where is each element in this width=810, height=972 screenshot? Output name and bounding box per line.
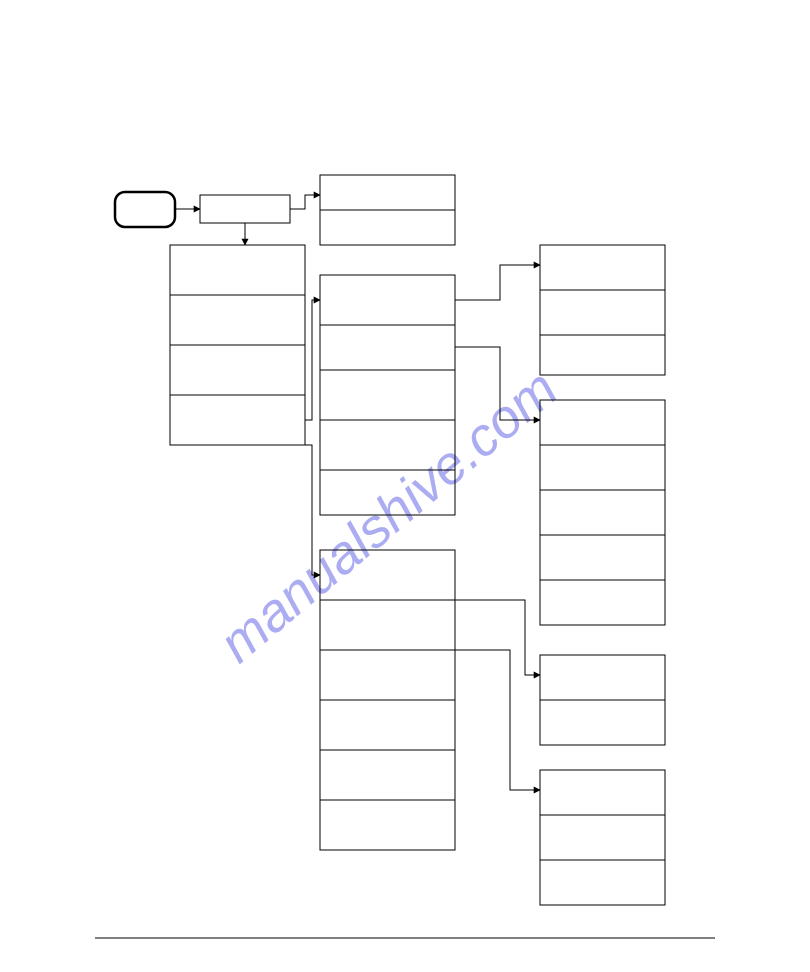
col4-d bbox=[540, 770, 665, 905]
col4-b-cell bbox=[540, 490, 665, 535]
col4-a-cell bbox=[540, 335, 665, 375]
col3-mid-cell bbox=[320, 325, 455, 370]
col4-d-cell bbox=[540, 770, 665, 815]
col4-b-cell bbox=[540, 535, 665, 580]
col2-cell bbox=[170, 345, 305, 395]
col2 bbox=[170, 245, 305, 445]
edge bbox=[290, 195, 320, 209]
col3-bot-cell bbox=[320, 700, 455, 750]
col3-mid-cell bbox=[320, 275, 455, 325]
col3-bot-cell bbox=[320, 750, 455, 800]
col4-b-cell bbox=[540, 445, 665, 490]
col4-d-cell bbox=[540, 860, 665, 905]
col4-a-cell bbox=[540, 245, 665, 290]
col4-b bbox=[540, 400, 665, 625]
col3-top-cell bbox=[320, 175, 455, 210]
col4-d-cell bbox=[540, 815, 665, 860]
col2-cell bbox=[170, 395, 305, 445]
col3-top-cell bbox=[320, 210, 455, 245]
col4-c bbox=[540, 655, 665, 745]
col2-cell bbox=[170, 295, 305, 345]
diagram-canvas: manualshive.com bbox=[0, 0, 810, 972]
col4-c-cell bbox=[540, 700, 665, 745]
col3-mid-cell bbox=[320, 370, 455, 420]
col3-top bbox=[320, 175, 455, 245]
col4-c-cell bbox=[540, 655, 665, 700]
edge bbox=[305, 300, 320, 420]
edge bbox=[455, 265, 540, 300]
start-node bbox=[115, 192, 175, 227]
col3-bot-cell bbox=[320, 600, 455, 650]
col3-bot-cell bbox=[320, 650, 455, 700]
watermark: manualshive.com bbox=[208, 358, 568, 674]
col4-a-cell bbox=[540, 290, 665, 335]
edge bbox=[455, 650, 540, 790]
level1-box bbox=[200, 195, 290, 223]
col2-cell bbox=[170, 245, 305, 295]
col4-a bbox=[540, 245, 665, 375]
edge bbox=[455, 600, 540, 675]
col4-b-cell bbox=[540, 580, 665, 625]
svg-text:manualshive.com: manualshive.com bbox=[208, 358, 568, 674]
col3-bot-cell bbox=[320, 800, 455, 850]
